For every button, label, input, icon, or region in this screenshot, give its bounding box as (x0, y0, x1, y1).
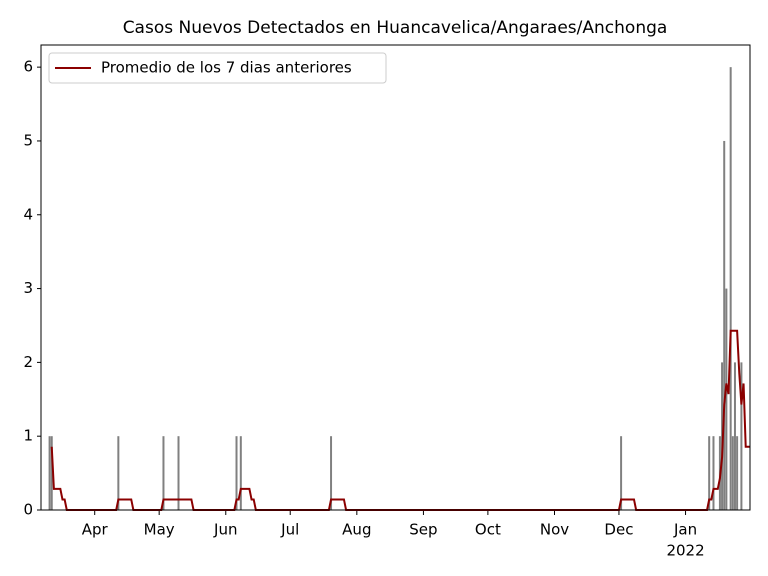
bar (117, 436, 120, 510)
y-tick-label: 5 (23, 131, 33, 149)
bar (725, 288, 728, 510)
year-label: 2022 (666, 542, 704, 560)
x-tick-label: Apr (82, 521, 109, 539)
legend-label: Promedio de los 7 dias anteriores (101, 59, 352, 77)
x-tick-label: May (144, 521, 175, 539)
y-tick-label: 2 (23, 353, 33, 371)
bar (733, 362, 736, 510)
x-tick-label: Oct (475, 521, 501, 539)
y-tick-label: 1 (23, 427, 33, 445)
x-tick-label: Nov (540, 521, 569, 539)
bar (177, 436, 180, 510)
line (50, 329, 750, 511)
y-tick-label: 6 (23, 58, 33, 76)
legend-box (48, 52, 387, 84)
y-tick-label: 4 (23, 205, 33, 223)
bar (620, 436, 623, 510)
x-tick-label: Jun (213, 521, 237, 539)
bar (731, 436, 734, 510)
y-tick-label: 3 (23, 279, 33, 297)
bar (736, 436, 739, 510)
x-tick-label: Aug (342, 521, 371, 539)
bar (712, 436, 715, 510)
bar (708, 436, 711, 510)
bar (50, 436, 53, 510)
bar (330, 436, 333, 510)
chart-title: Casos Nuevos Detectados en Huancavelica/… (123, 18, 668, 38)
bar (235, 436, 238, 510)
x-tick-label: Sep (409, 521, 437, 539)
x-tick-label: Jul (280, 521, 299, 539)
x-tick-label: Dec (604, 521, 633, 539)
bar (723, 140, 726, 510)
bar (239, 436, 242, 510)
bar (162, 436, 165, 510)
bar (48, 436, 51, 510)
plot-frame (40, 44, 751, 511)
x-tick-label: Jan (673, 521, 697, 539)
bar (729, 67, 732, 511)
bar (740, 362, 743, 510)
y-tick-label: 0 (23, 501, 33, 519)
